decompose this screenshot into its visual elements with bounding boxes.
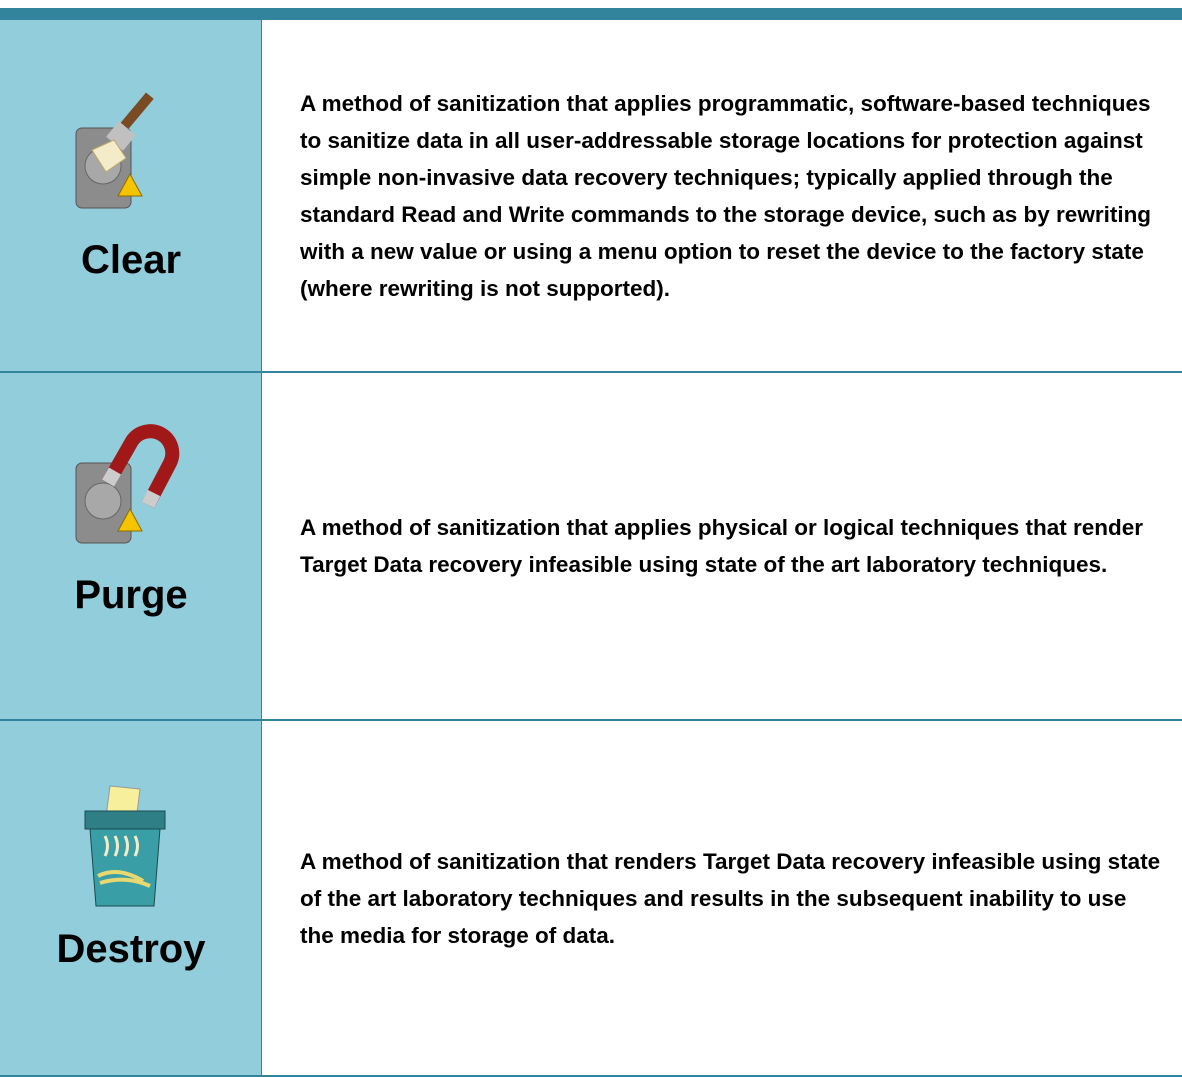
label-cell: Clear — [0, 20, 262, 371]
description-text: A method of sanitization that applies ph… — [300, 515, 1144, 577]
row-label: Purge — [74, 573, 188, 617]
clear-icon — [75, 92, 154, 209]
row-description: A method of sanitization that applies ph… — [300, 373, 1164, 719]
label-cell: Destroy — [0, 721, 262, 1075]
top-bar — [0, 8, 1182, 20]
row-label: Clear — [80, 238, 182, 282]
description-text: A method of sanitization that applies pr… — [300, 90, 1152, 301]
destroy-icon — [84, 785, 166, 907]
description-text: A method of sanitization that renders Ta… — [300, 848, 1161, 948]
table-row: Clear A method of sanitization that appl… — [0, 20, 1182, 373]
purge-icon — [75, 424, 180, 544]
row-description: A method of sanitization that applies pr… — [300, 20, 1164, 371]
label-cell: Purge — [0, 373, 262, 719]
table-row: Purge A method of sanitization that appl… — [0, 373, 1182, 721]
row-label: Destroy — [56, 927, 206, 971]
row-description: A method of sanitization that renders Ta… — [300, 721, 1164, 1075]
table-row: Destroy A method of sanitization that re… — [0, 721, 1182, 1077]
